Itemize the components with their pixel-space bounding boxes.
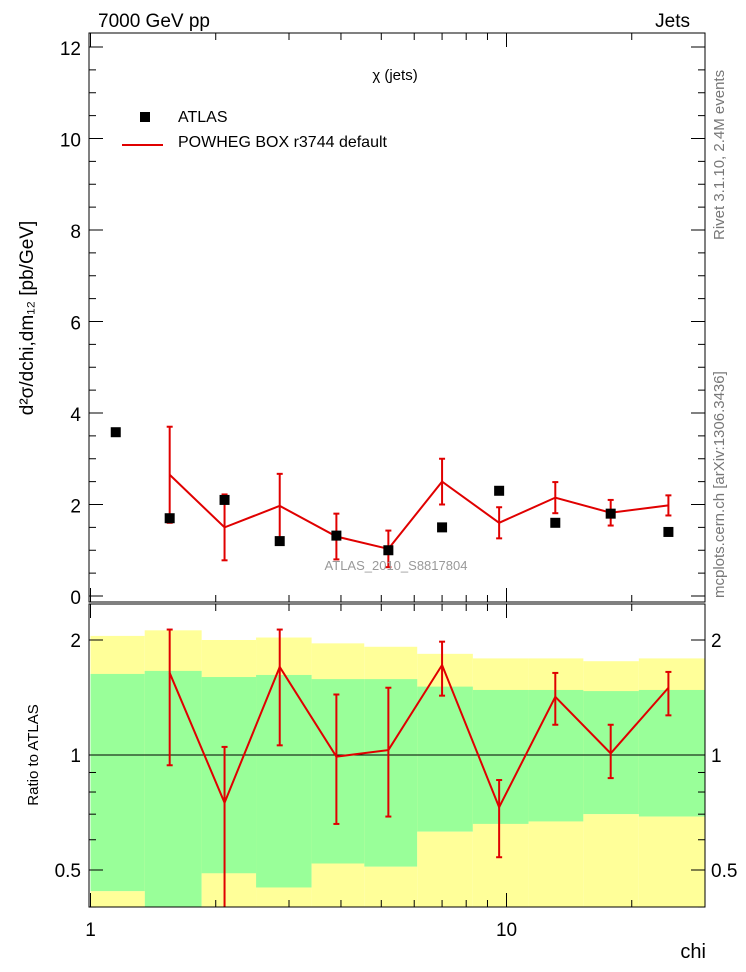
- mcplots-reference-text: mcplots.cern.ch [arXiv:1306.3436]: [711, 371, 728, 598]
- ratio-y-tick-label: 2: [70, 631, 81, 652]
- header-right: Jets: [655, 11, 690, 32]
- y-tick-label: 12: [60, 39, 81, 60]
- data-point: [550, 517, 561, 528]
- uncertainty-band-inner: [638, 689, 705, 817]
- ratio-y-tick-label-right: 0.5: [711, 861, 737, 882]
- data-point: [437, 522, 448, 533]
- header-left: 7000 GeV pp: [98, 11, 210, 32]
- data-point: [383, 545, 394, 556]
- uncertainty-band-inner: [364, 679, 418, 867]
- rivet-version-text: Rivet 3.1.10, 2.4M events: [711, 70, 728, 240]
- legend: ATLAS POWHEG BOX r3744 default: [122, 109, 388, 151]
- x-tick-label: 1: [85, 920, 96, 941]
- data-point: [331, 530, 342, 541]
- x-tick-label: 10: [496, 920, 517, 941]
- analysis-watermark: ATLAS_2010_S8817804: [325, 558, 468, 573]
- y-tick-label: 4: [70, 405, 81, 426]
- y-tick-label: 8: [70, 222, 81, 243]
- y-tick-label: 0: [70, 588, 81, 609]
- main-y-axis-label: d²σ/dchi,dm₁₂ [pb/GeV]: [17, 221, 38, 415]
- uncertainty-band-inner: [417, 686, 473, 832]
- data-point: [663, 526, 674, 537]
- ratio-y-tick-label-right: 1: [711, 746, 722, 767]
- uncertainty-band-outer-low: [417, 831, 473, 907]
- y-tick-label: 10: [60, 131, 81, 152]
- y-tick-label: 6: [70, 314, 81, 335]
- uncertainty-band-inner: [311, 679, 365, 864]
- uncertainty-band-outer-low: [638, 816, 705, 907]
- ratio-y-tick-label-right: 2: [711, 631, 722, 652]
- legend-label-atlas: ATLAS: [178, 109, 228, 126]
- uncertainty-band-outer-low: [311, 863, 365, 907]
- uncertainty-band-inner: [472, 689, 529, 824]
- uncertainty-band-outer-low: [583, 814, 639, 907]
- main-plot-panel: 0 2 4 6 8 10 12 χ (jets) ATLAS_2010_S8817804 d…: [17, 32, 706, 609]
- uncertainty-band-inner: [256, 674, 312, 888]
- mc-line: [168, 474, 669, 550]
- uncertainty-band-inner: [144, 670, 202, 907]
- y-tick-label: 2: [70, 497, 81, 518]
- uncertainty-band-inner: [90, 673, 145, 892]
- data-point: [110, 427, 121, 438]
- main-plot-frame: [88, 32, 706, 603]
- data-point: [494, 485, 505, 496]
- legend-label-powheg: POWHEG BOX r3744 default: [178, 134, 388, 151]
- uncertainty-band-outer-low: [528, 821, 584, 907]
- ratio-plot-panel: 0.5 0.5 1 1 2 2 1 10 Ratio to ATLAS chi: [25, 603, 737, 963]
- ratio-y-axis-label-text: Ratio to ATLAS: [25, 704, 42, 805]
- data-point: [605, 508, 616, 519]
- ratio-y-tick-label: 0.5: [55, 861, 81, 882]
- main-y-axis-label-text: d²σ/dchi,dm₁₂ [pb/GeV]: [17, 221, 38, 415]
- data-point: [219, 494, 230, 505]
- data-point: [274, 536, 285, 547]
- uncertainty-band-inner: [201, 677, 257, 874]
- uncertainty-band-outer-low: [201, 873, 257, 907]
- plot-title: χ (jets): [372, 67, 417, 84]
- ratio-line: [168, 662, 670, 810]
- uncertainty-band-outer-low: [364, 866, 418, 907]
- uncertainty-band-outer-low: [256, 887, 312, 907]
- legend-marker-atlas: [140, 112, 150, 122]
- ratio-y-tick-label: 1: [70, 746, 81, 767]
- x-axis-label: chi: [680, 941, 706, 963]
- uncertainty-band-outer-low: [472, 823, 529, 907]
- uncertainty-band-outer-low: [90, 891, 145, 907]
- ratio-y-axis-label: Ratio to ATLAS: [25, 704, 42, 805]
- data-point: [164, 513, 175, 524]
